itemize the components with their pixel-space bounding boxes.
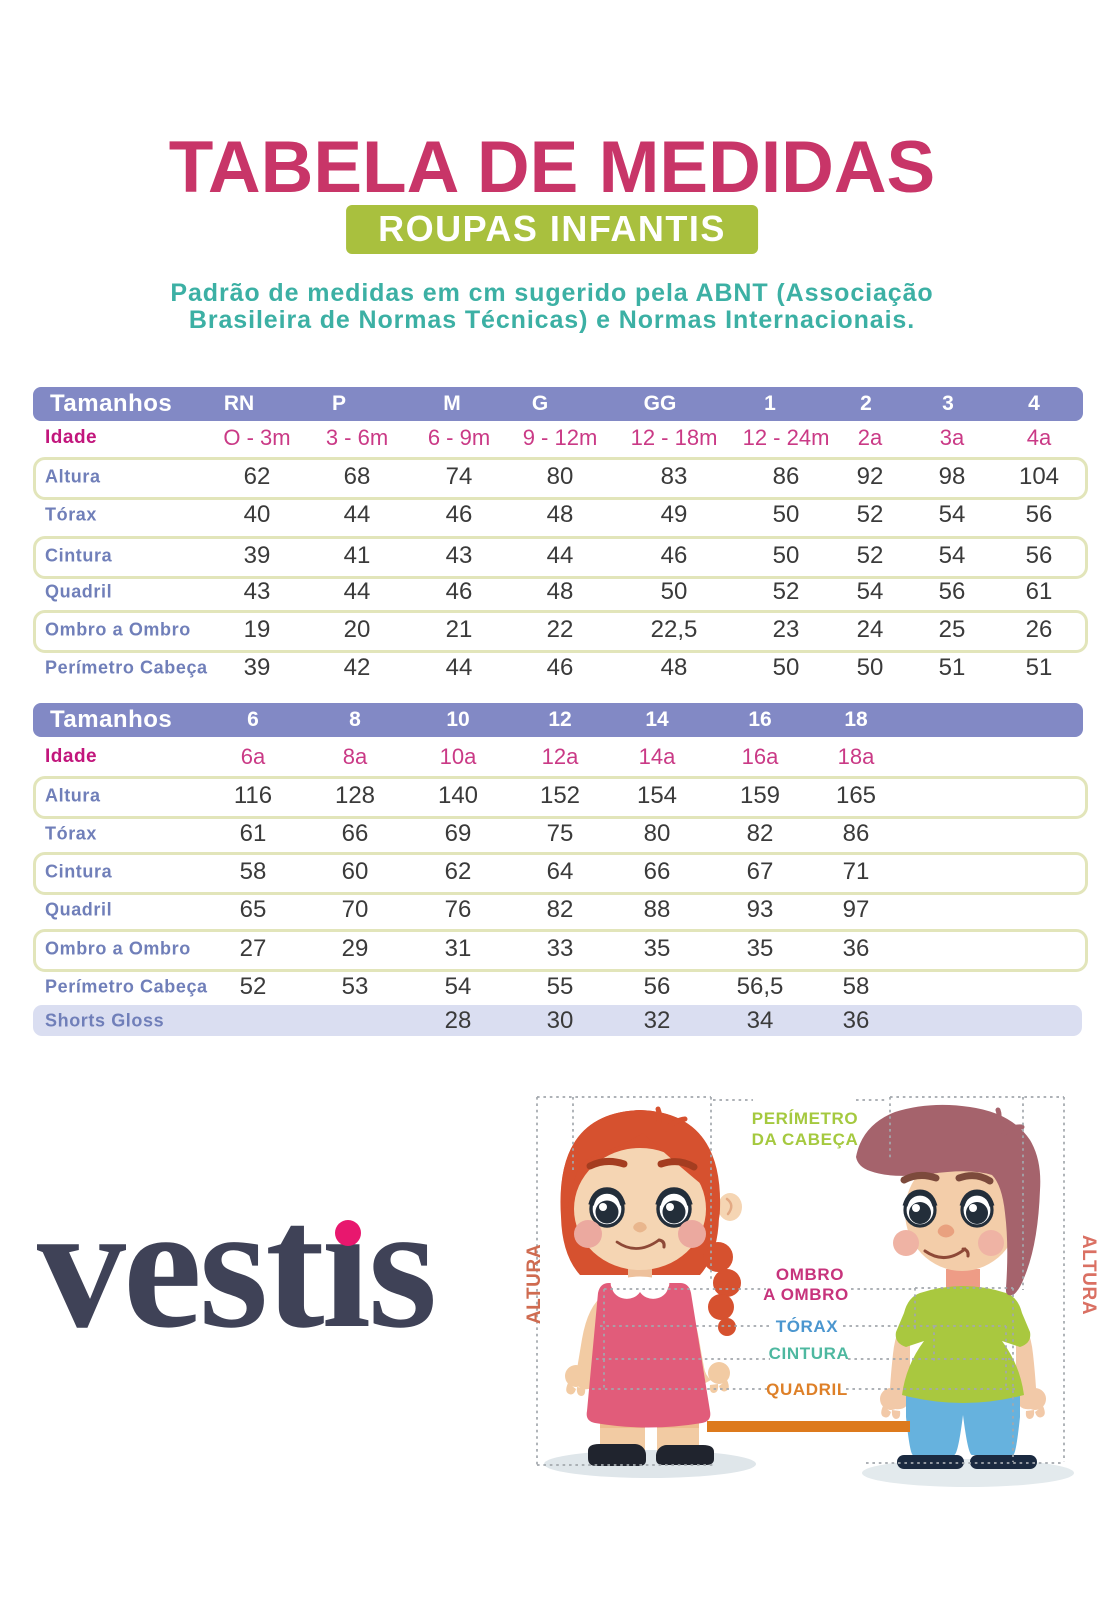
svg-text:ALTURA: ALTURA bbox=[1078, 1235, 1099, 1315]
svg-text:ALTURA: ALTURA bbox=[524, 1244, 545, 1324]
svg-text:DA CABEÇA: DA CABEÇA bbox=[752, 1130, 859, 1149]
svg-text:PERÍMETRO: PERÍMETRO bbox=[752, 1109, 858, 1128]
svg-text:OMBRO: OMBRO bbox=[776, 1265, 844, 1284]
svg-text:A OMBRO: A OMBRO bbox=[763, 1285, 849, 1304]
svg-text:QUADRIL: QUADRIL bbox=[766, 1380, 848, 1399]
svg-text:TÓRAX: TÓRAX bbox=[776, 1317, 839, 1336]
svg-text:CINTURA: CINTURA bbox=[769, 1344, 850, 1363]
